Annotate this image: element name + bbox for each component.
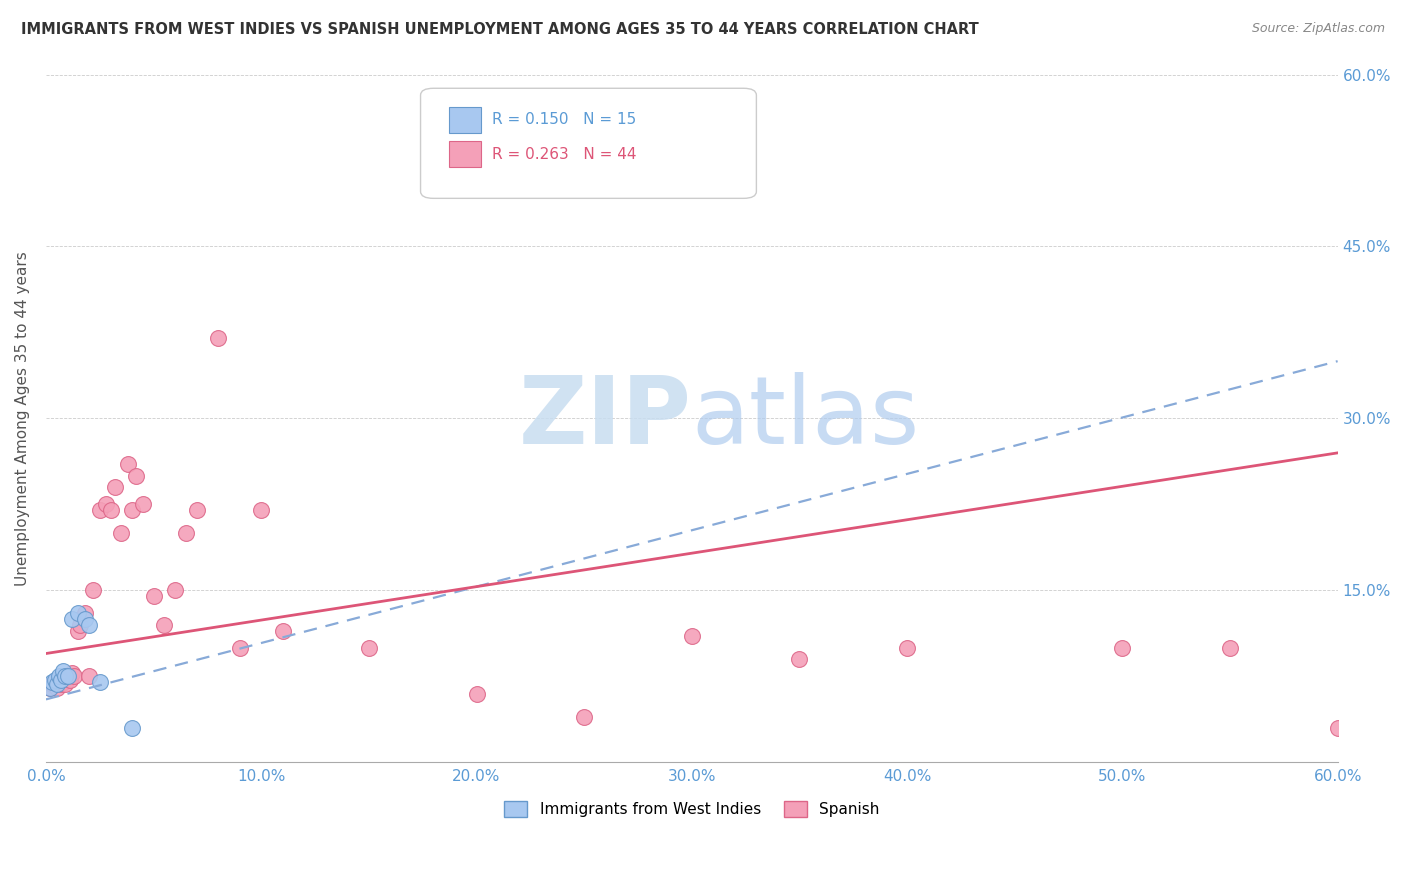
Point bbox=[153, 618, 176, 632]
Y-axis label: Unemployment Among Ages 35 to 44 years: Unemployment Among Ages 35 to 44 years bbox=[15, 252, 30, 586]
Text: atlas: atlas bbox=[692, 373, 920, 465]
Point bbox=[41, 675, 63, 690]
Text: R = 0.150   N = 15: R = 0.150 N = 15 bbox=[492, 112, 636, 128]
Point bbox=[357, 640, 380, 655]
Point bbox=[77, 669, 100, 683]
Point bbox=[53, 669, 76, 683]
Point bbox=[132, 498, 155, 512]
Point bbox=[73, 612, 96, 626]
Text: ZIP: ZIP bbox=[519, 373, 692, 465]
Point bbox=[100, 503, 122, 517]
Point bbox=[142, 589, 165, 603]
Point bbox=[117, 458, 139, 472]
Point bbox=[60, 665, 83, 680]
Point bbox=[1219, 640, 1241, 655]
Point bbox=[49, 677, 72, 691]
Text: R = 0.263   N = 44: R = 0.263 N = 44 bbox=[492, 147, 636, 161]
Point bbox=[572, 709, 595, 723]
Point bbox=[96, 498, 118, 512]
Point bbox=[89, 503, 111, 517]
Point bbox=[41, 677, 63, 691]
Point bbox=[1111, 640, 1133, 655]
Bar bbox=[449, 141, 481, 168]
Text: Source: ZipAtlas.com: Source: ZipAtlas.com bbox=[1251, 22, 1385, 36]
Point bbox=[44, 675, 66, 690]
FancyBboxPatch shape bbox=[420, 88, 756, 198]
Text: IMMIGRANTS FROM WEST INDIES VS SPANISH UNEMPLOYMENT AMONG AGES 35 TO 44 YEARS CO: IMMIGRANTS FROM WEST INDIES VS SPANISH U… bbox=[21, 22, 979, 37]
Point bbox=[49, 673, 72, 687]
Point bbox=[896, 640, 918, 655]
Point bbox=[89, 675, 111, 690]
Point bbox=[39, 681, 62, 695]
Point bbox=[59, 673, 82, 687]
Point bbox=[73, 607, 96, 621]
Point bbox=[1326, 721, 1348, 735]
Point bbox=[44, 673, 66, 687]
Point bbox=[125, 468, 148, 483]
Point bbox=[53, 677, 76, 691]
Point bbox=[165, 583, 187, 598]
Point bbox=[104, 480, 127, 494]
Point bbox=[77, 618, 100, 632]
Point bbox=[39, 681, 62, 695]
Point bbox=[56, 669, 79, 683]
Point bbox=[174, 526, 197, 541]
Point bbox=[271, 624, 294, 638]
Point bbox=[67, 624, 90, 638]
Point bbox=[48, 669, 70, 683]
Point bbox=[52, 664, 75, 678]
Point bbox=[681, 629, 703, 643]
Point bbox=[82, 583, 104, 598]
Point bbox=[121, 503, 143, 517]
Point bbox=[52, 675, 75, 690]
Point bbox=[186, 503, 208, 517]
Point bbox=[110, 526, 132, 541]
Point bbox=[48, 673, 70, 687]
Point bbox=[465, 687, 488, 701]
Point bbox=[60, 612, 83, 626]
Point bbox=[121, 721, 143, 735]
Point bbox=[789, 652, 811, 666]
Point bbox=[45, 681, 67, 695]
Point bbox=[250, 503, 273, 517]
Point bbox=[69, 618, 91, 632]
Legend: Immigrants from West Indies, Spanish: Immigrants from West Indies, Spanish bbox=[498, 796, 886, 823]
Point bbox=[228, 640, 250, 655]
Point bbox=[67, 607, 90, 621]
Point bbox=[63, 669, 86, 683]
Point bbox=[45, 677, 67, 691]
Point bbox=[207, 331, 229, 345]
Point bbox=[56, 669, 79, 683]
Bar bbox=[449, 107, 481, 133]
